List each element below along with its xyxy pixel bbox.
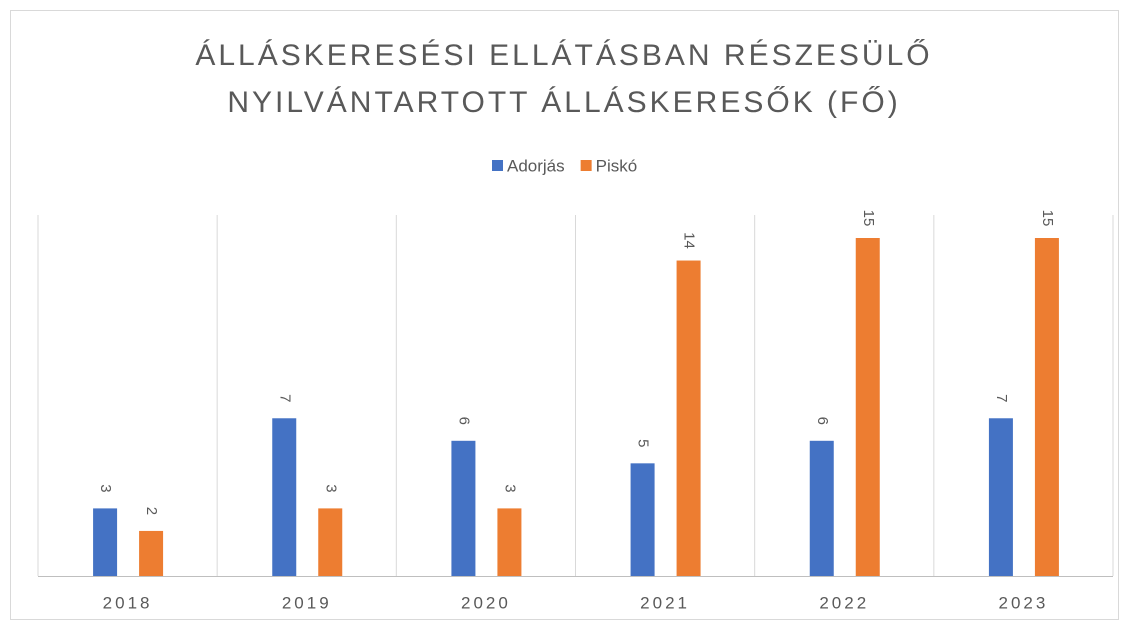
x-tick-label: 2018 <box>103 593 153 612</box>
bar <box>318 508 343 576</box>
data-label: 15 <box>1039 210 1056 227</box>
x-tick-label: 2023 <box>999 593 1049 612</box>
legend-swatch <box>580 160 592 171</box>
x-tick-label: 2019 <box>282 593 332 612</box>
data-label: 2 <box>143 507 160 515</box>
data-label: 3 <box>501 484 518 492</box>
bar <box>855 238 880 576</box>
bar <box>139 530 164 576</box>
x-tick-label: 2022 <box>819 593 869 612</box>
legend-label: Adorjás <box>507 156 565 175</box>
data-label: 15 <box>860 210 877 227</box>
legend-swatch <box>492 160 503 171</box>
bar <box>497 508 522 576</box>
data-label: 7 <box>993 394 1010 402</box>
chart-border <box>10 10 1119 620</box>
data-label: 3 <box>322 484 339 492</box>
x-tick-label: 2021 <box>640 593 690 612</box>
bar <box>676 260 701 576</box>
data-label: 14 <box>681 232 698 249</box>
bar <box>809 440 834 576</box>
data-label: 3 <box>97 484 114 492</box>
bar <box>451 440 476 576</box>
data-label: 6 <box>455 417 472 425</box>
bar <box>1034 238 1059 576</box>
data-label: 6 <box>814 417 831 425</box>
bar <box>988 418 1013 576</box>
bar <box>93 508 118 576</box>
legend-label: Piskó <box>596 156 638 175</box>
data-label: 7 <box>276 394 293 402</box>
data-label: 5 <box>635 439 652 447</box>
x-tick-label: 2020 <box>461 593 511 612</box>
chart-title: ÁLLÁSKERESÉSI ELLÁTÁSBAN RÉSZESÜLŐ NYILV… <box>195 39 933 119</box>
bar <box>272 418 297 576</box>
bar <box>630 463 655 576</box>
